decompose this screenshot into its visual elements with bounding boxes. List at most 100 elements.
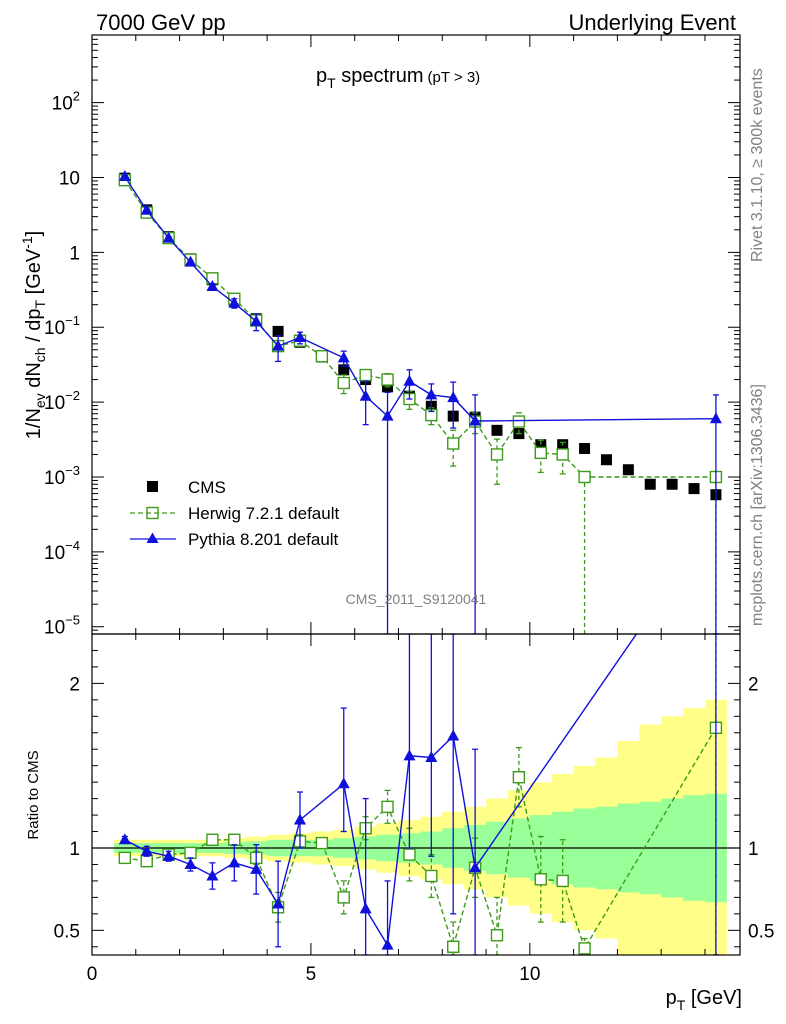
pythia-point	[425, 750, 438, 762]
pythia-point	[293, 330, 306, 342]
pythia-point	[469, 414, 482, 426]
ratio-y-tick-label-right: 1	[748, 839, 759, 860]
herwig-point	[315, 350, 329, 363]
title-main: p	[316, 65, 327, 87]
y-tick-label: 10	[59, 168, 80, 189]
ylabel-a-sub: ev	[32, 393, 48, 408]
herwig-point	[490, 448, 504, 461]
herwig-point	[381, 373, 394, 386]
x-axis-label: pT [GeV]	[666, 987, 742, 1013]
ratio-y-tick-label: 2	[69, 674, 80, 695]
herwig-point	[228, 833, 241, 846]
herwig-line	[124, 179, 716, 478]
ratio-y-tick-label: 1	[69, 839, 80, 860]
pythia-point	[709, 412, 722, 424]
ylabel-c-sub: T	[32, 299, 48, 308]
ratio-y-tick-label: 0.5	[54, 921, 80, 942]
header-right: Underlying Event	[568, 10, 736, 35]
y-tick-label: 10−2	[44, 388, 80, 414]
ylabel-d-sup: -1	[19, 236, 35, 249]
pythia-point	[206, 869, 219, 881]
herwig-point	[578, 942, 591, 955]
herwig-point	[381, 800, 394, 814]
pythia-point	[337, 351, 350, 363]
cms-point	[338, 364, 350, 376]
ratio-y-axis-label: Ratio to CMS	[25, 750, 42, 839]
herwig-point	[512, 771, 526, 784]
x-tick-label: 10	[519, 964, 540, 985]
xlabel-main: p	[666, 987, 677, 1009]
herwig-point	[337, 376, 350, 390]
y-tick-label: 1	[69, 243, 80, 264]
herwig-point	[578, 470, 591, 484]
herwig-point	[447, 940, 460, 953]
y-tick-exp: 2	[73, 89, 80, 104]
pythia-point	[403, 749, 416, 761]
pythia-line	[124, 176, 716, 422]
herwig-point	[556, 448, 569, 461]
herwig-point	[337, 891, 350, 904]
herwig-point	[206, 833, 219, 846]
main-series	[118, 170, 723, 634]
xlabel-sub: T	[677, 997, 686, 1013]
y-tick-label: 10−1	[44, 313, 80, 339]
y-tick-label: 10−3	[44, 463, 80, 489]
herwig-point	[403, 848, 416, 861]
ylabel-a: 1/N	[23, 408, 45, 439]
ylabel-e: ]	[23, 231, 45, 237]
y-tick-exp: −5	[65, 613, 80, 628]
herwig-point	[425, 869, 438, 883]
pythia-point	[228, 296, 241, 308]
y-tick-base: 10	[44, 393, 65, 414]
cms-point	[491, 424, 503, 436]
herwig-point	[315, 836, 329, 850]
y-tick-label: 10−5	[44, 613, 80, 639]
ratio-band-outer	[113, 699, 727, 955]
pythia-point	[403, 374, 416, 386]
pythia-point	[381, 409, 394, 421]
x-tick-label: 5	[306, 964, 317, 985]
y-tick-base: 10	[44, 618, 65, 639]
pythia-point	[293, 813, 306, 825]
pythia-point	[250, 314, 263, 326]
y-tick-base: 10	[44, 468, 65, 489]
pythia-point	[469, 861, 482, 873]
y-tick-exp: −1	[65, 313, 80, 328]
y-tick-exp: −3	[65, 463, 80, 478]
pythia-point	[272, 339, 285, 351]
herwig-point	[118, 851, 132, 865]
ylabel-b: dN	[23, 362, 45, 393]
cms-point	[666, 478, 678, 490]
legend-marker-cms	[147, 481, 158, 492]
header-left: 7000 GeV pp	[96, 10, 226, 35]
legend-label-pythia: Pythia 8.201 default	[188, 530, 339, 549]
legend-marker-herwig	[146, 506, 159, 520]
ratio-y-tick-label-right: 0.5	[748, 921, 774, 942]
pythia-point	[359, 389, 372, 401]
cms-point	[272, 325, 284, 337]
pythia-point	[184, 857, 197, 869]
pythia-point	[206, 280, 219, 292]
title-cut: (pT > 3)	[428, 69, 481, 86]
pythia-point	[447, 391, 460, 403]
pythia-point	[118, 833, 131, 845]
cms-point	[622, 464, 634, 476]
pythia-point	[359, 902, 372, 914]
herwig-point	[447, 437, 460, 450]
x-tick-label: 0	[87, 964, 98, 985]
ratio-series	[118, 634, 723, 955]
pythia-point	[228, 856, 241, 868]
herwig-point	[512, 415, 526, 428]
y-tick-label: 102	[52, 89, 80, 115]
y-axis-label: 1/Nev dNch / dpT [GeV-1]	[19, 231, 48, 439]
legend-label-herwig: Herwig 7.2.1 default	[188, 504, 339, 523]
herwig-point	[184, 846, 197, 860]
ratio-frame	[91, 633, 741, 956]
herwig-point	[556, 874, 569, 888]
cms-point	[688, 483, 700, 495]
herwig-point	[359, 368, 372, 382]
mcplots-label: mcplots.cern.ch [arXiv:1306.3436]	[749, 384, 766, 626]
ylabel-c: / dp	[23, 308, 45, 347]
pythia-point	[162, 231, 175, 243]
